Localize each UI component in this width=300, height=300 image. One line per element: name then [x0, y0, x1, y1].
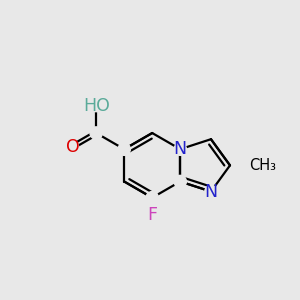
Text: N: N [174, 140, 187, 158]
Text: HO: HO [83, 97, 110, 115]
Text: CH₃: CH₃ [249, 158, 276, 173]
Circle shape [205, 185, 217, 198]
Circle shape [118, 143, 130, 155]
Circle shape [174, 176, 186, 188]
Circle shape [174, 143, 186, 155]
Circle shape [90, 127, 102, 139]
Text: F: F [147, 206, 157, 224]
Circle shape [146, 191, 158, 204]
Text: O: O [65, 138, 79, 156]
Circle shape [90, 99, 102, 112]
Circle shape [66, 141, 79, 153]
Text: N: N [204, 182, 218, 200]
